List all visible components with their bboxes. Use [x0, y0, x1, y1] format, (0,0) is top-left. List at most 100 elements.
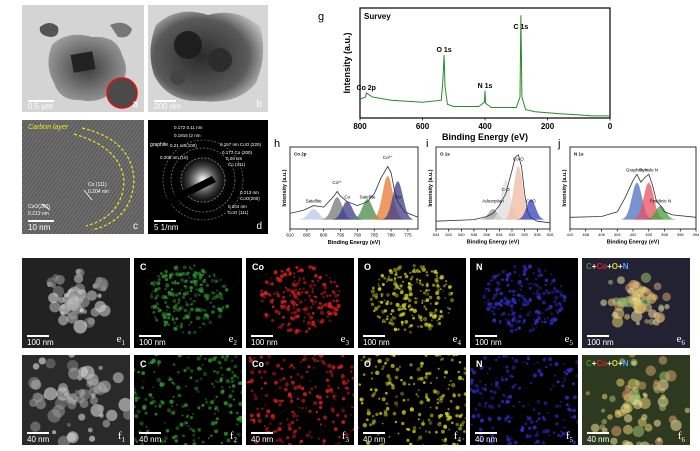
hrtem-panel-c: Carbon layer Co (111) 0.204 nm CoO(200) …: [22, 120, 144, 234]
panel-subscript: 4: [457, 339, 462, 347]
scale-bar: [139, 432, 161, 434]
plot-frame: [289, 146, 419, 230]
scale-label: 100 nm: [139, 338, 166, 347]
x-tick-label-2: 800: [320, 233, 328, 238]
ring-label-9: 0.213 nm: [240, 190, 259, 195]
peak-label-3: Satellite: [359, 195, 376, 200]
scale-label: 40 nm: [251, 435, 274, 444]
x-tick-label-6: 780: [387, 233, 395, 238]
peak-label-0: Adsorption: [482, 199, 504, 204]
peak-label-1: N 1s: [478, 83, 493, 90]
eds-map-f2: [134, 355, 242, 445]
x-tick-label-4: 0: [608, 122, 613, 131]
panel-label-e3: e3: [341, 333, 349, 347]
scale-label: 10 nm: [28, 223, 51, 232]
fit-peak-3: [352, 199, 383, 220]
scale-label: 100 nm: [251, 338, 278, 347]
x-tick-label-4: 402: [630, 232, 637, 237]
eds-panel-f4: O 40 nm f4: [358, 355, 466, 445]
chart-title: Co 2p: [294, 152, 307, 157]
x-tick-label-2: 406: [598, 232, 605, 237]
panel-label-e4: e4: [453, 333, 461, 347]
panel-subscript: 5: [569, 339, 574, 347]
scale-bar: [251, 335, 273, 337]
x-tick-label-2: 540: [458, 232, 465, 237]
eds-panel-e4: O 100 nm e4: [358, 258, 466, 348]
panel-subscript: 2: [233, 436, 238, 444]
panel-letter: e: [564, 332, 570, 345]
x-tick-label-2: 400: [478, 122, 492, 131]
eds-map-f4: [358, 355, 466, 445]
element-label-f2: C: [140, 359, 147, 369]
ring-label-2: 0.1915 (2 nm: [174, 133, 201, 138]
panel-label-b: b: [256, 99, 262, 110]
peak-label-2: Co: [344, 195, 350, 200]
fit-peak-2: [645, 205, 676, 220]
merge-label-f6: C+Co+O+N: [586, 359, 628, 368]
x-axis-label: Binding Energy (eV): [442, 132, 528, 142]
peak-label-3: C=O: [526, 199, 536, 204]
xps-survey-chart-g: 800 600 400 200 0 Binding Energy (eV) Intensit…: [318, 7, 613, 142]
merge-part-4: O: [611, 262, 619, 271]
scale-bar: [363, 432, 385, 434]
scale-bar: [27, 335, 49, 337]
peak-label-0: Satellite: [306, 199, 323, 204]
ring-label-10: CoO(200): [240, 196, 260, 201]
ring-label-11: 0.204 nm: [228, 204, 247, 209]
x-tick-label-6: 532: [509, 232, 516, 237]
panel-letter: e: [676, 332, 682, 345]
panel-label-f2: f2: [230, 430, 237, 444]
merge-part-0: C: [586, 359, 592, 368]
eds-map-f6: [582, 355, 690, 445]
eds-panel-f6: C+Co+O+N 40 nm f6: [582, 355, 690, 445]
eds-map-e5: [470, 258, 578, 348]
panel-letter: f: [453, 429, 458, 442]
panel-letter: e: [228, 332, 234, 345]
scale-bar: [154, 100, 176, 102]
element-label-e5: N: [476, 262, 483, 272]
scale-bar: [27, 432, 49, 434]
x-tick-label-7: 530: [521, 232, 528, 237]
eds-map-e2: [134, 258, 242, 348]
merge-label-e6: C+Co+O+N: [586, 262, 628, 271]
merge-part-1: +: [591, 359, 597, 368]
panel-subscript: 6: [681, 339, 686, 347]
merge-part-2: Co: [596, 359, 608, 368]
merge-part-5: +: [618, 359, 623, 368]
panel-subscript: 3: [345, 436, 350, 444]
chart-title: Survey: [364, 12, 391, 21]
panel-subscript: 3: [345, 339, 350, 347]
scale-bar: [28, 100, 54, 102]
scale-label: 200 nm: [154, 102, 181, 111]
ring-label-12: CoO (111): [228, 210, 249, 215]
x-tick-label-6: 398: [661, 232, 668, 237]
y-axis-label: Intensity (a.u.): [562, 169, 568, 206]
plot-frame: [435, 146, 551, 230]
eds-panel-e2: C 100 nm e2: [134, 258, 242, 348]
panel-label-a: a: [132, 99, 138, 110]
ring-label-8: Co (311): [228, 162, 246, 167]
x-tick-label-8: 528: [534, 232, 541, 237]
x-tick-label-0: 410: [567, 232, 574, 237]
element-label-f4: O: [364, 359, 372, 369]
x-tick-label-4: 790: [354, 233, 362, 238]
merge-part-3: +: [607, 359, 612, 368]
xps-co2p-chart-h: 810 805 800 795 790 785 780 775 Binding Energy (…: [274, 138, 419, 246]
merge-part-3: +: [607, 262, 612, 271]
eds-panel-e3: Co 100 nm e3: [246, 258, 354, 348]
panel-label-f6: f6: [678, 430, 685, 444]
fit-peak-3: [517, 199, 545, 220]
peak-label-0: Graphite N: [626, 167, 648, 172]
merge-part-5: +: [618, 262, 623, 271]
panel-letter: f: [117, 429, 122, 442]
x-tick-label-4: 536: [483, 232, 490, 237]
ring-label-4: 0.208 nm (10): [160, 155, 189, 160]
ring-label-5: 0.157 nm CoO (220): [220, 142, 262, 147]
peak-label-2: C 1s: [514, 24, 529, 31]
x-tick-label-3: 404: [614, 232, 621, 237]
peak-label-1: C-O: [502, 187, 511, 192]
panel-letter: e: [452, 332, 458, 345]
scale-bar: [251, 432, 273, 434]
fit-peak-0: [298, 209, 329, 220]
peak-label-0: O 1s: [436, 47, 451, 54]
